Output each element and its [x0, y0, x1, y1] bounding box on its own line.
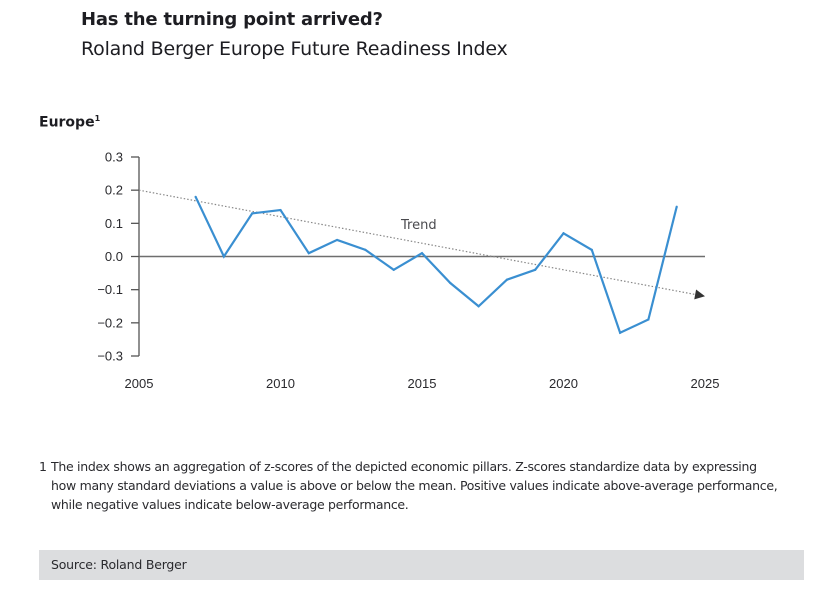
source-text: Source: Roland Berger — [51, 557, 187, 572]
chart-subtitle: Roland Berger Europe Future Readiness In… — [81, 38, 508, 60]
chart-title: Has the turning point arrived? — [81, 9, 383, 30]
y-tick-label: 0.2 — [105, 183, 123, 198]
data-point — [675, 205, 678, 208]
y-tick-label: −0.2 — [97, 315, 123, 330]
y-tick-label: −0.3 — [97, 349, 123, 364]
source-bar: Source: Roland Berger — [39, 550, 804, 580]
series-line-europe — [194, 196, 678, 335]
footnote-number: 1 — [39, 459, 47, 474]
data-point — [647, 318, 650, 321]
data-point — [392, 268, 395, 271]
data-points — [194, 195, 678, 334]
data-point — [307, 252, 310, 255]
data-point — [251, 212, 254, 215]
data-point — [590, 248, 593, 251]
x-tick-label: 2015 — [408, 376, 437, 391]
y-tick-label: −0.1 — [97, 282, 123, 297]
data-point — [534, 268, 537, 271]
footnote: 1 The index shows an aggregation of z-sc… — [39, 457, 784, 514]
data-point — [364, 248, 367, 251]
x-tick-label: 2010 — [266, 376, 295, 391]
y-tick-label: 0.3 — [105, 150, 123, 165]
line-chart: 0.3 0.2 0.1 0.0 −0.1 −0.2 −0.3 2005 2010 2015 202… — [97, 150, 720, 392]
data-point — [449, 281, 452, 285]
y-axis: 0.3 0.2 0.1 0.0 −0.1 −0.2 −0.3 — [97, 150, 140, 364]
data-point — [505, 278, 508, 281]
trend-arrow-icon — [694, 289, 705, 300]
data-point — [420, 252, 424, 255]
region-label: Europe1 — [39, 114, 100, 131]
footnote-marker: 1 — [94, 114, 101, 123]
y-tick-label: 0.1 — [105, 216, 123, 231]
x-tick-label: 2005 — [125, 376, 154, 391]
data-point — [279, 208, 282, 212]
data-point — [477, 305, 480, 308]
trend-label: Trend — [400, 218, 437, 233]
data-point — [336, 238, 339, 242]
x-axis: 2005 2010 2015 2020 2025 — [125, 376, 720, 391]
x-tick-label: 2025 — [691, 376, 720, 391]
data-point — [222, 255, 225, 258]
data-point — [619, 331, 622, 334]
region-name: Europe — [39, 114, 95, 131]
y-tick-label: 0.0 — [105, 249, 123, 264]
x-tick-label: 2020 — [549, 376, 578, 391]
data-point — [562, 232, 565, 235]
data-point — [194, 195, 197, 198]
trend-line — [138, 189, 698, 296]
footnote-text: The index shows an aggregation of z-scor… — [51, 459, 778, 512]
